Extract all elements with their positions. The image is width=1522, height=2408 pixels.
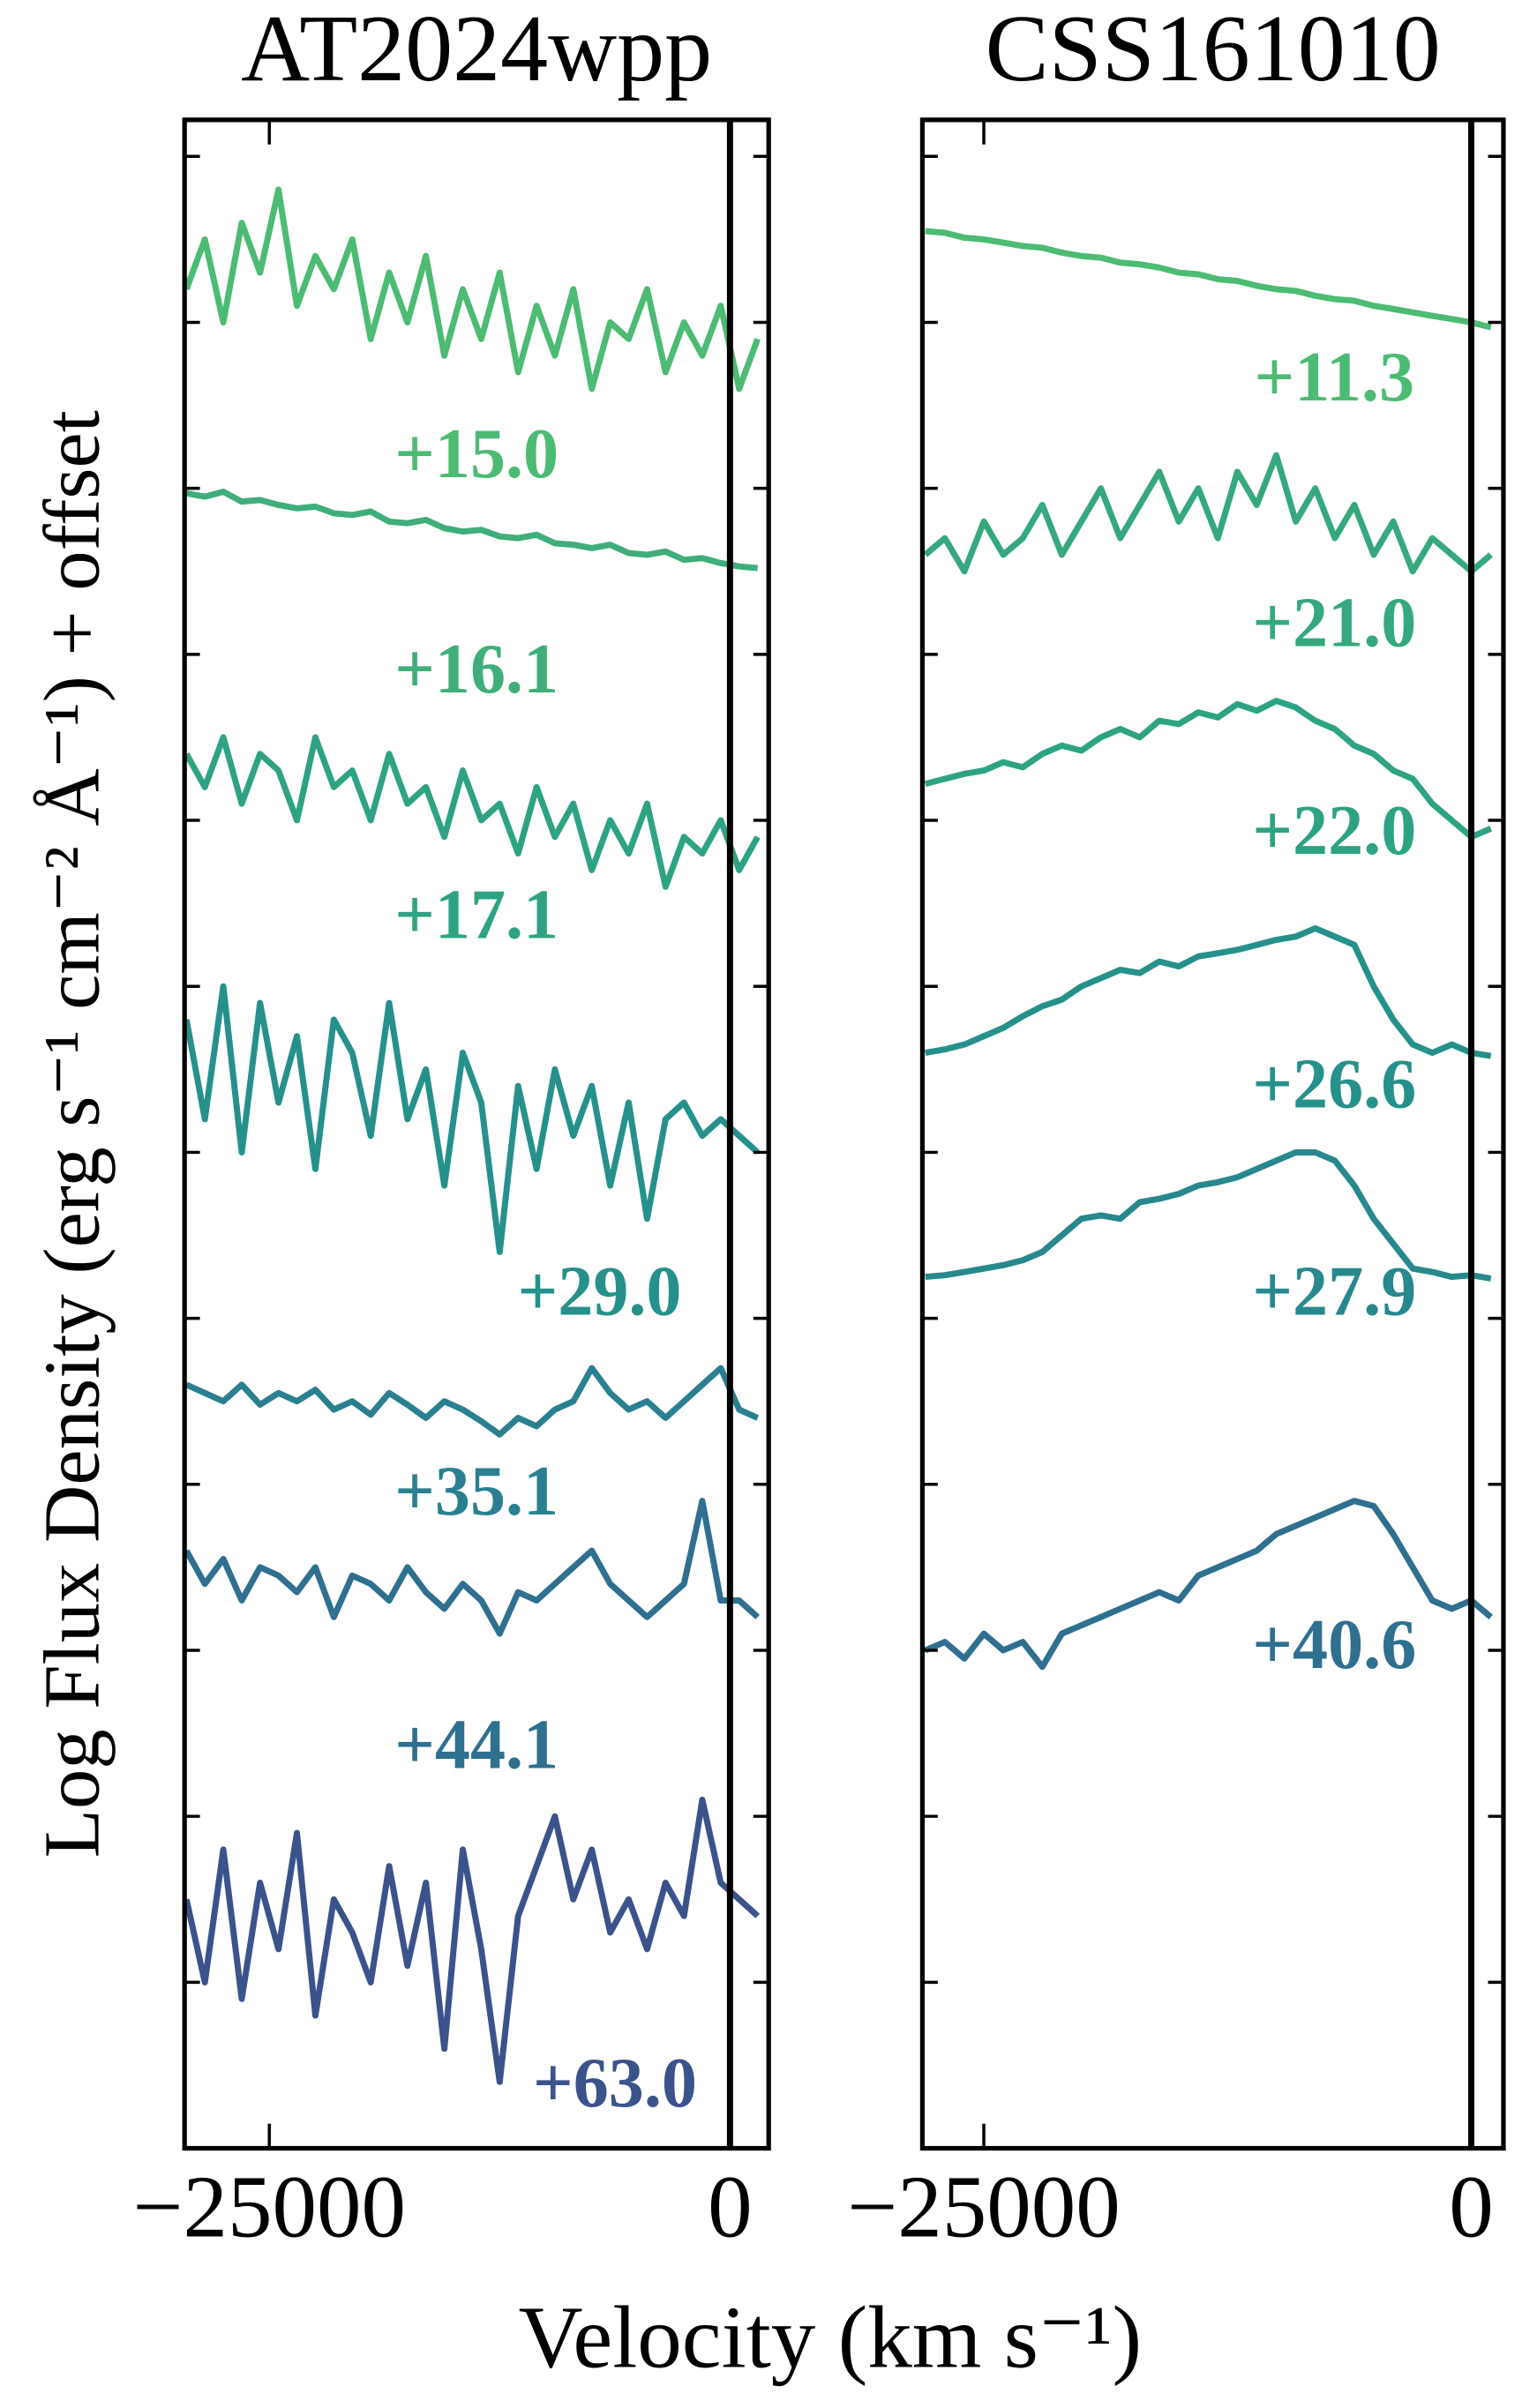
x-tick-label: −25000 bbox=[132, 2157, 406, 2255]
y-axis-label: Log Flux Density (erg s⁻¹ cm⁻² Å⁻¹) + of… bbox=[27, 410, 116, 1858]
series-label: +63.0 bbox=[533, 2045, 697, 2122]
series-label: +29.0 bbox=[518, 1253, 682, 1331]
series-label: +16.1 bbox=[394, 631, 559, 708]
series-label: +26.6 bbox=[1252, 1045, 1416, 1123]
series-label: +35.1 bbox=[394, 1453, 559, 1530]
panel-title: AT2024wpp bbox=[241, 0, 712, 101]
spectrum bbox=[924, 1498, 1493, 1671]
panel-frame bbox=[919, 117, 1506, 2151]
series-label: +44.1 bbox=[394, 1706, 559, 1784]
spectrum bbox=[185, 489, 758, 572]
x-tick-label: 0 bbox=[1449, 2157, 1494, 2255]
series-label: +11.3 bbox=[1255, 339, 1414, 416]
spectrum bbox=[184, 186, 761, 393]
spectrum bbox=[183, 1796, 760, 2085]
series-label: +17.1 bbox=[394, 877, 559, 954]
series-label: +21.0 bbox=[1252, 585, 1416, 662]
series-label: +15.0 bbox=[394, 415, 559, 493]
spectrum bbox=[925, 1148, 1492, 1282]
series-label: +22.0 bbox=[1252, 792, 1416, 870]
spectrum bbox=[183, 983, 760, 1255]
x-tick-label: 0 bbox=[708, 2157, 753, 2255]
spectrum bbox=[184, 1498, 760, 1637]
series-label: +40.6 bbox=[1252, 1606, 1416, 1684]
spectrum bbox=[924, 698, 1493, 841]
spectrum bbox=[923, 452, 1493, 575]
spectrum bbox=[184, 1365, 760, 1438]
series-label: +27.9 bbox=[1252, 1253, 1416, 1331]
x-axis-label: Velocity (km s⁻¹) bbox=[519, 2288, 1143, 2387]
panel-title: CSS161010 bbox=[986, 0, 1441, 101]
spectrum bbox=[184, 734, 761, 890]
spectrum bbox=[925, 924, 1492, 1059]
spectrum bbox=[925, 228, 1492, 331]
x-tick-label: −25000 bbox=[847, 2157, 1121, 2255]
panel-frame bbox=[182, 117, 771, 2151]
